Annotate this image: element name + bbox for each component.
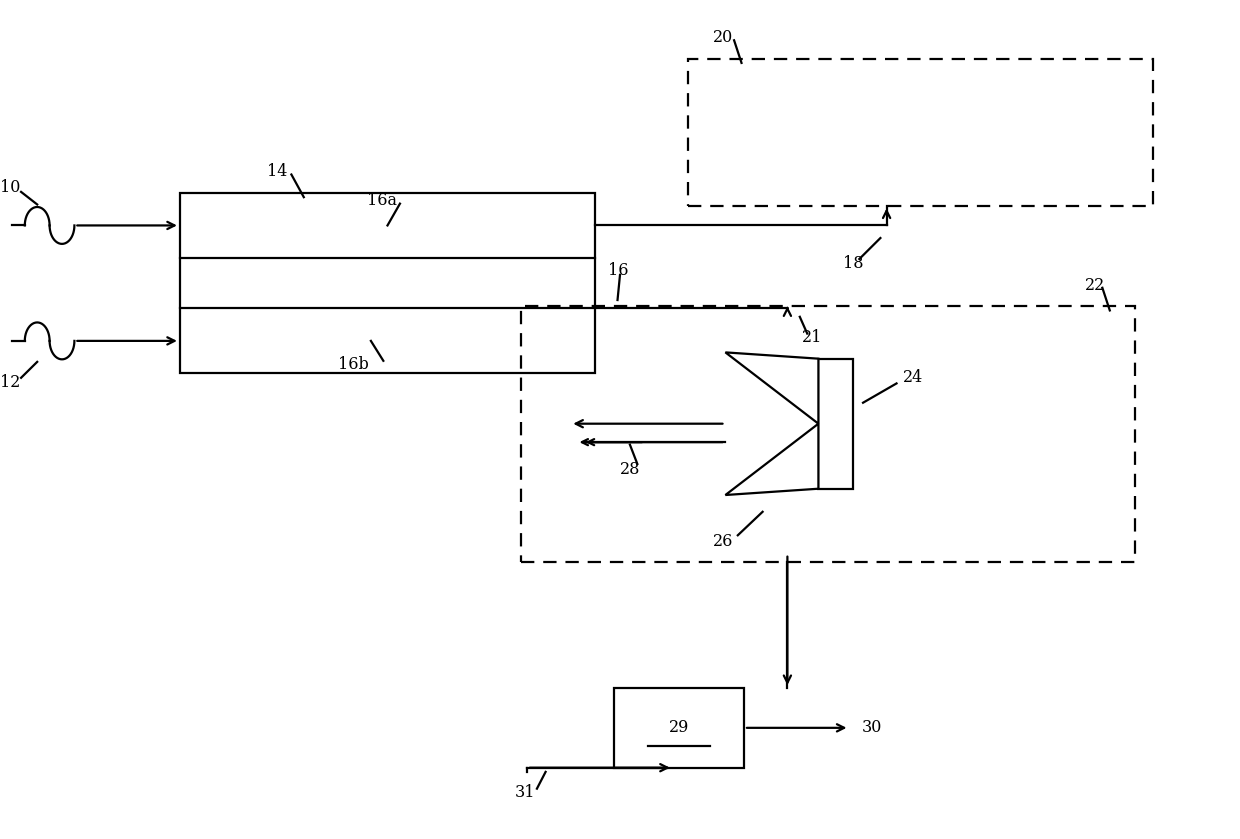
Text: 22: 22 xyxy=(1085,277,1105,294)
Text: 30: 30 xyxy=(862,719,882,737)
Text: 16: 16 xyxy=(608,262,629,279)
Text: 18: 18 xyxy=(843,255,864,272)
Text: 10: 10 xyxy=(0,180,20,196)
Text: 26: 26 xyxy=(713,533,733,550)
Polygon shape xyxy=(818,359,853,488)
Polygon shape xyxy=(725,424,818,495)
Text: 24: 24 xyxy=(903,369,923,386)
Polygon shape xyxy=(725,352,818,424)
Text: 28: 28 xyxy=(620,461,640,478)
Text: 20: 20 xyxy=(713,29,733,46)
Text: 16b: 16b xyxy=(337,356,368,373)
Text: 12: 12 xyxy=(0,374,20,391)
Text: 14: 14 xyxy=(267,164,286,180)
Text: 29: 29 xyxy=(668,719,689,737)
Text: 31: 31 xyxy=(515,784,536,801)
Text: 21: 21 xyxy=(802,329,822,347)
Text: 16a: 16a xyxy=(367,192,397,209)
